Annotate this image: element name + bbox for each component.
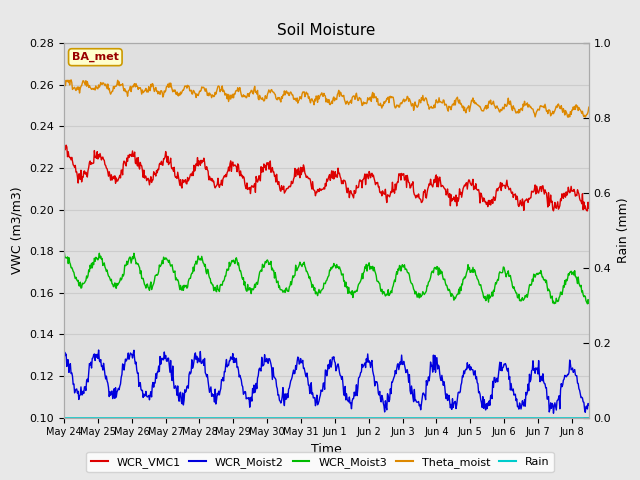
WCR_Moist2 — [60, 354, 68, 360]
WCR_Moist3 — [585, 300, 593, 306]
WCR_Moist2 — [285, 386, 292, 392]
WCR_Moist2 — [585, 402, 593, 408]
Line: WCR_VMC1: WCR_VMC1 — [64, 145, 589, 211]
WCR_Moist2 — [134, 370, 142, 376]
Y-axis label: VWC (m3/m3): VWC (m3/m3) — [11, 187, 24, 274]
Line: WCR_Moist3: WCR_Moist3 — [64, 250, 589, 304]
WCR_Moist3 — [62, 255, 70, 261]
Theta_moist — [437, 99, 445, 105]
Rain — [284, 415, 292, 420]
Theta_moist — [285, 92, 292, 98]
Rain — [60, 415, 68, 420]
WCR_VMC1 — [62, 142, 70, 148]
Theta_moist — [585, 104, 593, 110]
WCR_VMC1 — [285, 184, 292, 190]
Title: Soil Moisture: Soil Moisture — [277, 23, 376, 38]
WCR_VMC1 — [584, 208, 591, 214]
WCR_VMC1 — [437, 184, 445, 190]
X-axis label: Time: Time — [311, 443, 342, 456]
Theta_moist — [564, 114, 572, 120]
WCR_Moist2 — [550, 410, 557, 416]
WCR_Moist2 — [305, 382, 312, 388]
WCR_VMC1 — [450, 194, 458, 200]
WCR_Moist3 — [436, 267, 444, 273]
Y-axis label: Rain (mm): Rain (mm) — [617, 198, 630, 263]
WCR_Moist3 — [284, 288, 292, 293]
Rain — [436, 415, 444, 420]
Rain — [304, 415, 312, 420]
WCR_Moist3 — [304, 270, 312, 276]
WCR_Moist2 — [95, 347, 102, 353]
Rain — [134, 415, 141, 420]
WCR_Moist3 — [584, 301, 591, 307]
WCR_Moist2 — [437, 378, 445, 384]
Theta_moist — [60, 86, 68, 92]
WCR_Moist2 — [450, 401, 458, 407]
WCR_Moist2 — [62, 351, 70, 357]
WCR_Moist3 — [449, 293, 457, 299]
Theta_moist — [67, 77, 75, 83]
Theta_moist — [305, 95, 312, 101]
WCR_VMC1 — [63, 144, 70, 150]
Line: WCR_Moist2: WCR_Moist2 — [64, 350, 589, 413]
Legend: WCR_VMC1, WCR_Moist2, WCR_Moist3, Theta_moist, Rain: WCR_VMC1, WCR_Moist2, WCR_Moist3, Theta_… — [86, 452, 554, 472]
WCR_VMC1 — [585, 205, 593, 211]
Theta_moist — [62, 77, 70, 83]
WCR_VMC1 — [305, 176, 312, 181]
Text: BA_met: BA_met — [72, 52, 119, 62]
Theta_moist — [450, 102, 458, 108]
Rain — [62, 415, 70, 420]
WCR_VMC1 — [134, 155, 142, 160]
WCR_Moist3 — [134, 261, 141, 267]
Line: Theta_moist: Theta_moist — [64, 80, 589, 117]
WCR_VMC1 — [60, 143, 68, 149]
Theta_moist — [134, 86, 142, 92]
Rain — [449, 415, 457, 420]
Rain — [585, 415, 593, 420]
WCR_Moist3 — [60, 247, 68, 252]
